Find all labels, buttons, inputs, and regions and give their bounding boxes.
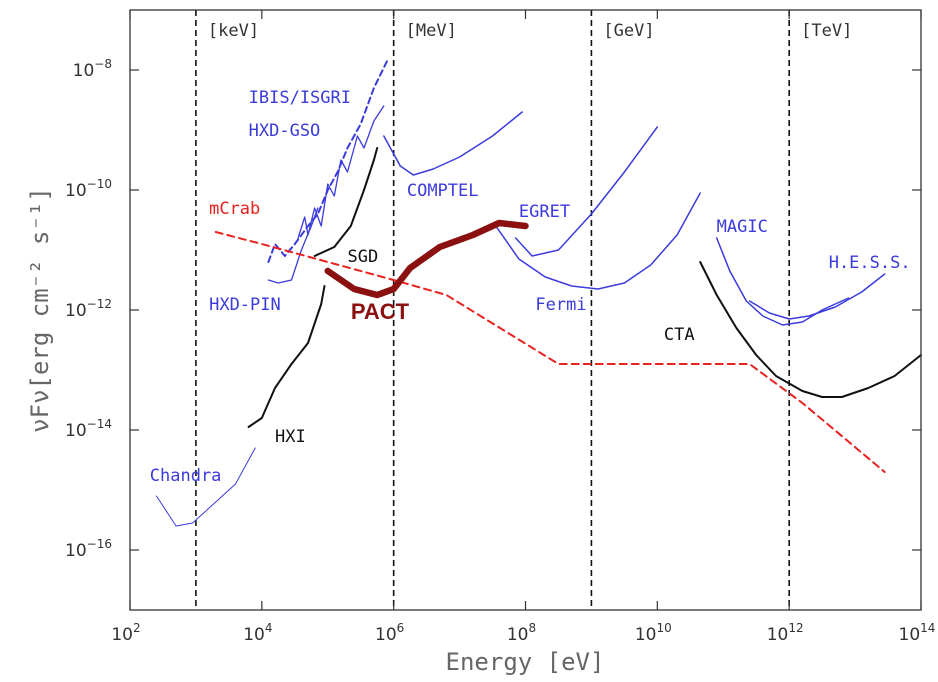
curve-label-hxd-pin: HXD-PIN [209,295,281,315]
x-axis-title: Energy [eV] [446,648,605,676]
x-tick-label: 1014 [899,621,936,645]
curve-label-mcrab: mCrab [209,199,260,219]
y-tick-label: 10−12 [65,297,112,321]
axis-ticks: 102 104 106 108 1010 1012 1014 10−8 10−10 10−12 10… [65,10,935,645]
curve-label-fermi: Fermi [535,295,586,315]
x-tick-label: 1012 [767,621,804,645]
curve-pact [324,219,529,299]
x-tick-label: 102 [111,621,140,645]
x-tick-label: 104 [243,621,272,645]
curve-chandra [155,447,256,527]
curve-egret [514,126,659,257]
curve-hxi [247,285,326,428]
curve-ibis-isgri [267,60,389,263]
x-tick-label: 106 [375,621,404,645]
y-tick-label: 10−8 [73,57,112,81]
sensitivity-curves [155,60,922,527]
energy-band-labels: [keV] [MeV] [GeV] [TeV] [208,21,852,41]
curve-mcrab [214,231,886,473]
curve-comptel [383,111,523,176]
x-tick-label: 1010 [635,621,672,645]
curve-sgd [313,147,379,257]
x-tick-label: 108 [507,621,536,645]
band-label-gev: [GeV] [603,21,654,41]
curve-cta [699,261,922,398]
curve-label-ibis-isgri: IBIS/ISGRI [249,88,351,108]
curve-label-pact: PACT [351,299,410,324]
curve-label-comptel: COMPTEL [407,181,479,201]
curve-label-chandra: Chandra [150,466,222,486]
y-tick-label: 10−16 [65,537,112,561]
curve-h-e-s-s [748,273,886,320]
curve-labels: IBIS/ISGRI HXD-GSO SGD HXD-PIN HXI Chandra COM… [150,88,911,486]
curve-label-sgd: SGD [348,247,379,267]
curve-label-cta: CTA [664,325,695,345]
curve-label-h-e-s-s: H.E.S.S. [829,253,911,273]
curve-hxd-pin [267,207,319,284]
curve-label-magic: MAGIC [717,217,768,237]
curve-label-hxd-gso: HXD-GSO [249,121,321,141]
curve-label-hxi: HXI [275,427,306,447]
y-tick-label: 10−10 [65,177,112,201]
band-label-mev: [MeV] [406,21,457,41]
y-tick-label: 10−14 [65,417,112,441]
y-axis-title: νFν[erg cm⁻² s⁻¹] [26,187,54,433]
curve-magic [715,237,850,326]
band-label-kev: [keV] [208,21,259,41]
curve-fermi [495,192,701,290]
curve-label-egret: EGRET [519,202,570,222]
energy-band-lines [195,10,790,610]
band-label-tev: [TeV] [801,21,852,41]
